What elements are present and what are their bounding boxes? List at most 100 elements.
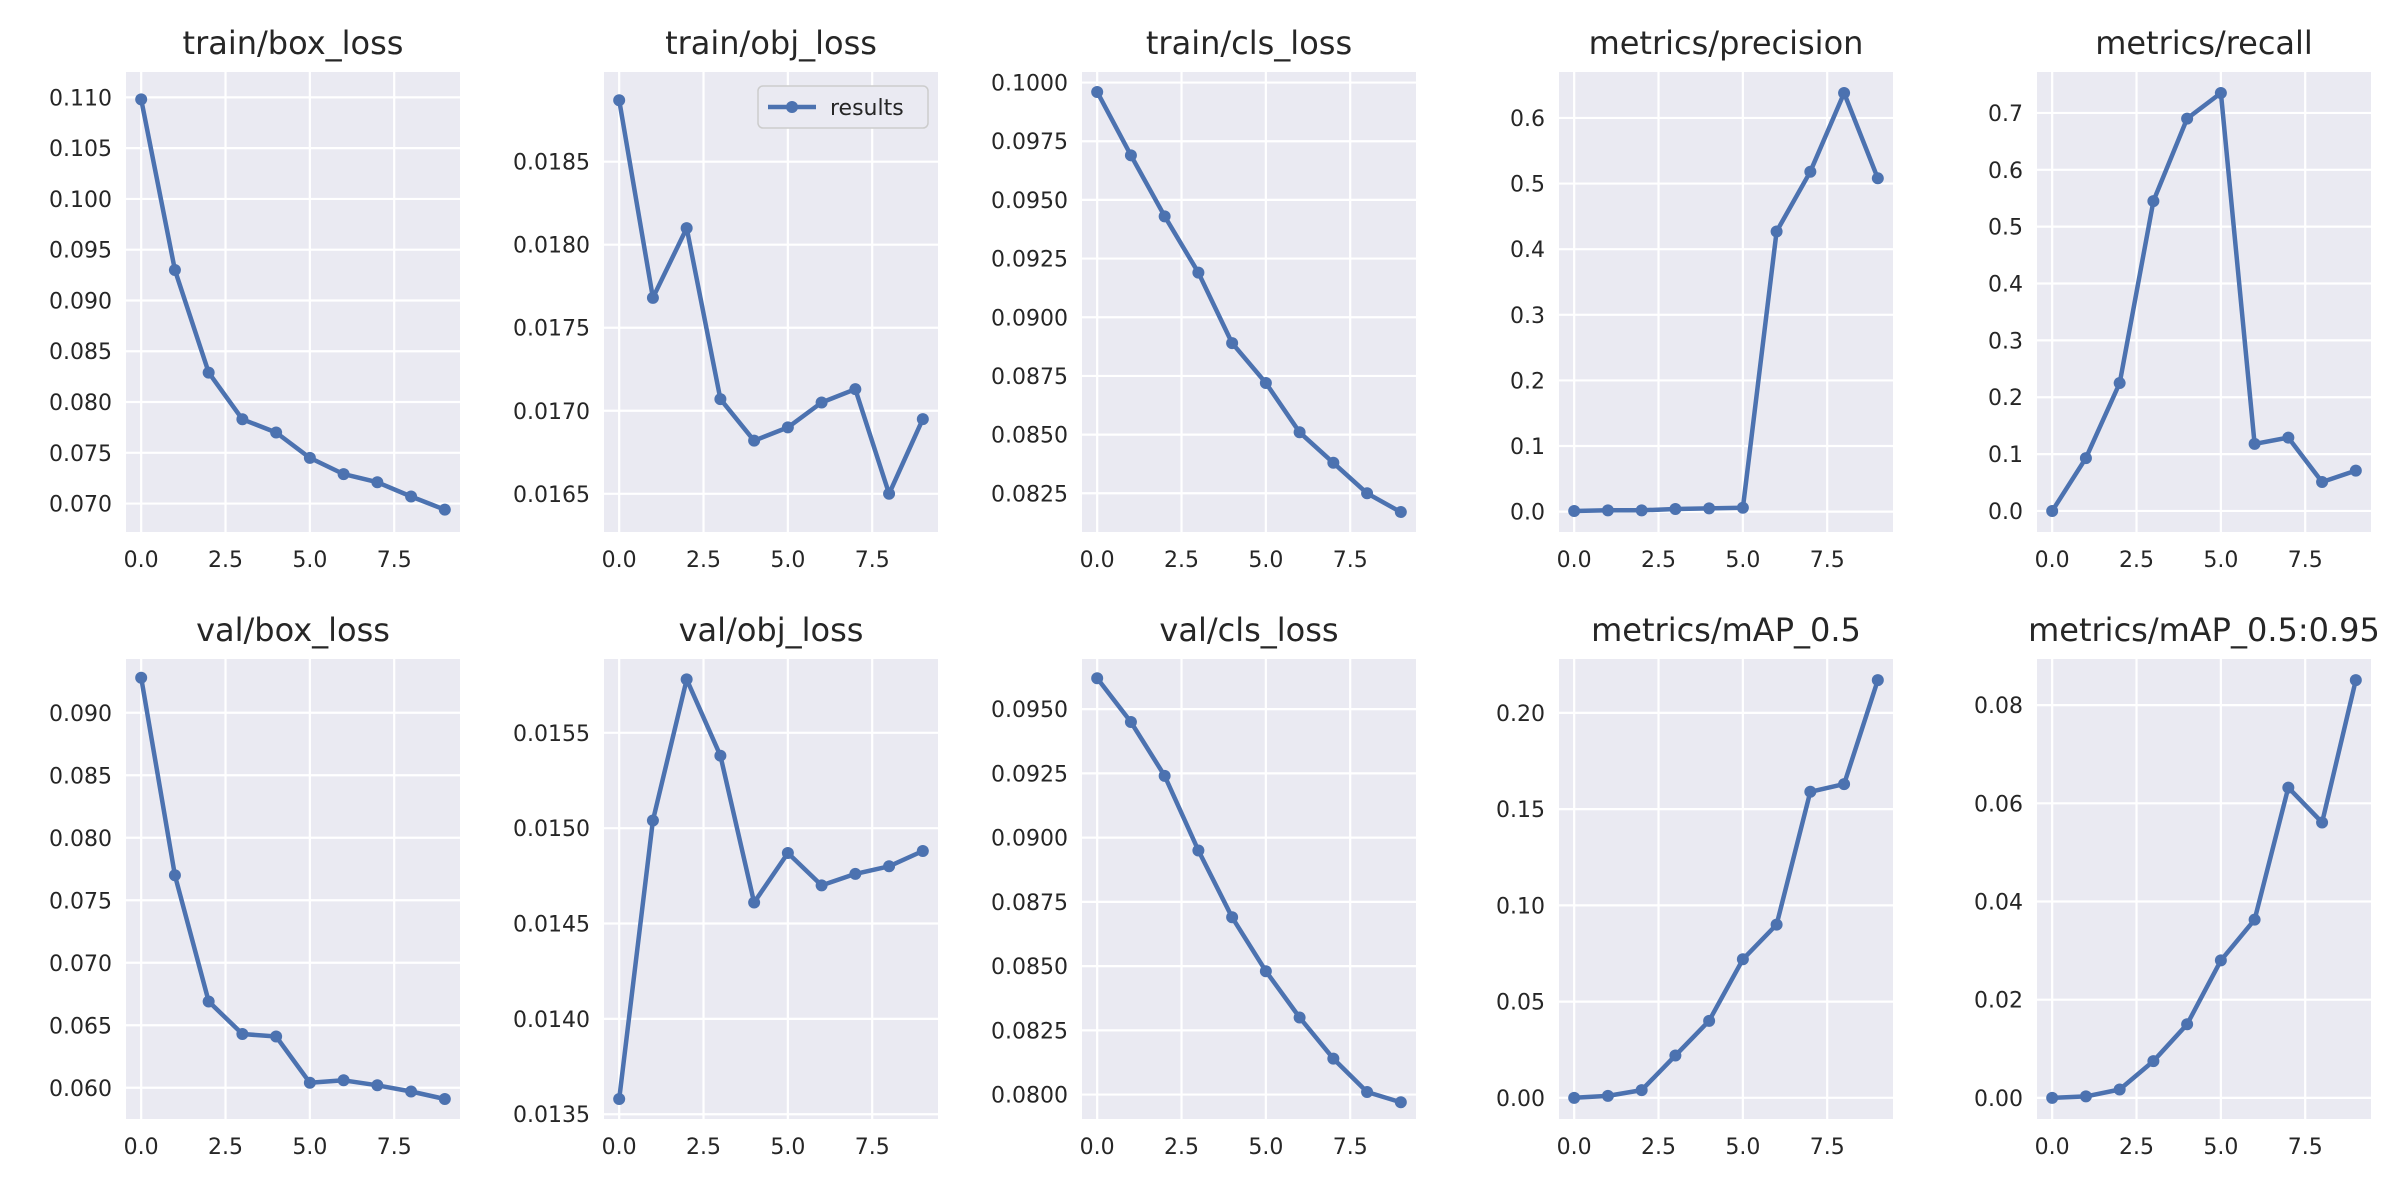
y-tick-label: 0.05 (1496, 991, 1545, 1016)
data-point (1736, 501, 1749, 514)
data-point (1259, 376, 1272, 389)
x-tick-label: 5.0 (292, 1135, 327, 1160)
y-tick-label: 0.0950 (991, 698, 1068, 723)
chart-title: val/cls_loss (1159, 611, 1338, 649)
data-point (202, 366, 215, 379)
y-tick-label: 0.4 (1988, 273, 2023, 298)
data-point (2147, 1055, 2160, 1068)
y-tick-label: 0.3 (1510, 304, 1545, 329)
y-tick-label: 0.4 (1510, 238, 1545, 263)
data-point (815, 396, 828, 409)
plot-area (1559, 72, 1893, 532)
y-tick-label: 0.080 (49, 391, 112, 416)
data-point (646, 291, 659, 304)
legend-box (757, 85, 929, 129)
chart-metrics-map-0-5: 0.0 2.5 5.0 7.5 0.00 0.05 0.10 0.15 0.20 metrics/… (1496, 611, 1893, 1160)
y-tick-label: 0.0170 (513, 400, 590, 425)
x-tick-label: 0.0 (2035, 548, 2070, 573)
x-tick-label: 2.5 (208, 548, 243, 573)
data-point (2282, 431, 2295, 444)
x-tick-label: 7.5 (855, 548, 890, 573)
data-point (1804, 165, 1817, 178)
data-point (680, 673, 693, 686)
data-point (1770, 918, 1783, 931)
series-line (2049, 677, 2359, 1101)
data-point (303, 451, 316, 464)
y-tick-label: 0.105 (49, 137, 112, 162)
y-tick-label: 0.0850 (991, 955, 1068, 980)
plot-area (126, 72, 460, 532)
data-point (2147, 195, 2160, 208)
data-point (2181, 1018, 2194, 1031)
data-point (613, 94, 626, 107)
data-point (2248, 913, 2261, 926)
data-point (815, 879, 828, 892)
data-point (613, 1092, 626, 1105)
y-tick-label: 0.085 (49, 764, 112, 789)
plot-area (126, 659, 460, 1119)
y-tick-label: 0.2 (1988, 386, 2023, 411)
plot-area (2037, 659, 2371, 1119)
y-tick-label: 0.00 (1974, 1087, 2023, 1112)
y-tick-label: 0.080 (49, 827, 112, 852)
y-tick-label: 0.0875 (991, 365, 1068, 390)
y-tick-label: 0.04 (1974, 891, 2023, 916)
x-tick-label: 0.0 (2035, 1135, 2070, 1160)
data-point (1124, 149, 1137, 162)
y-tick-label: 0.0150 (513, 817, 590, 842)
plot-area (1559, 659, 1893, 1119)
data-point (646, 814, 659, 827)
y-tick-label: 0.0950 (991, 189, 1068, 214)
chart-title: val/box_loss (196, 611, 390, 649)
data-point (1703, 1014, 1716, 1027)
y-tick-label: 0.095 (49, 239, 112, 264)
x-tick-label: 5.0 (1725, 1135, 1760, 1160)
y-tick-label: 0.15 (1496, 798, 1545, 823)
data-point (1601, 1089, 1614, 1102)
data-point (1669, 503, 1682, 516)
y-tick-label: 0.090 (49, 289, 112, 314)
data-point (371, 476, 384, 489)
data-point (1226, 911, 1239, 924)
y-tick-label: 0.3 (1988, 329, 2023, 354)
data-point (1838, 86, 1851, 99)
data-point (1804, 785, 1817, 798)
data-point (1124, 715, 1137, 728)
chart-val-obj-loss: 0.0 2.5 5.0 7.5 0.0135 0.0140 0.0145 0.0150 0.01… (513, 611, 938, 1160)
y-tick-label: 0.02 (1974, 989, 2023, 1014)
plot-area (604, 72, 938, 532)
chart-metrics-precision: 0.0 2.5 5.0 7.5 0.0 0.1 0.2 0.3 0.4 0.5 0.6 metrics… (1510, 24, 1893, 573)
y-tick-label: 0.0925 (991, 762, 1068, 787)
data-point (1192, 266, 1205, 279)
x-tick-label: 0.0 (1557, 548, 1592, 573)
x-tick-label: 5.0 (292, 548, 327, 573)
plot-area (1082, 72, 1416, 532)
legend-marker (786, 101, 798, 113)
y-tick-label: 0.085 (49, 340, 112, 365)
data-point (1770, 225, 1783, 238)
x-tick-label: 5.0 (770, 1135, 805, 1160)
y-tick-label: 0.1 (1988, 443, 2023, 468)
data-point (202, 995, 215, 1008)
x-tick-label: 7.5 (2288, 1135, 2323, 1160)
data-point (748, 434, 761, 447)
data-point (1568, 505, 1581, 518)
data-point (1091, 85, 1104, 98)
y-tick-label: 0.075 (49, 442, 112, 467)
data-point (781, 846, 794, 859)
chart-val-box-loss: 0.0 2.5 5.0 7.5 0.060 0.065 0.070 0.075 0.080 0.0… (49, 611, 460, 1160)
chart-title: train/cls_loss (1146, 24, 1352, 62)
data-point (1568, 1091, 1581, 1104)
data-point (1871, 674, 1884, 687)
data-point (337, 468, 350, 481)
x-tick-label: 0.0 (602, 1135, 637, 1160)
data-point (1361, 487, 1374, 500)
x-tick-label: 2.5 (1641, 548, 1676, 573)
data-point (236, 1028, 249, 1040)
data-point (1293, 426, 1306, 439)
data-point (1259, 965, 1272, 978)
y-tick-label: 0.0135 (513, 1103, 590, 1128)
series-line (1094, 89, 1404, 515)
data-point (916, 845, 929, 858)
y-tick-label: 0.075 (49, 889, 112, 914)
